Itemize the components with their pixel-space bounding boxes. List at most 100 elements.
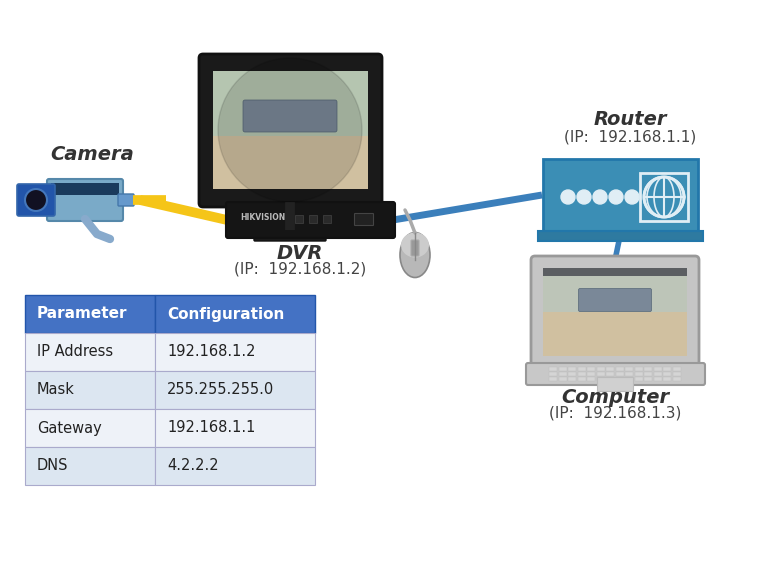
Bar — [634, 372, 642, 376]
Circle shape — [609, 190, 623, 204]
FancyBboxPatch shape — [47, 179, 123, 221]
Text: Gateway: Gateway — [37, 421, 102, 435]
Bar — [25, 409, 155, 447]
Bar — [644, 377, 652, 381]
Circle shape — [644, 177, 684, 217]
FancyBboxPatch shape — [199, 54, 382, 207]
Bar — [597, 377, 633, 391]
Bar — [578, 367, 585, 371]
Bar — [672, 367, 681, 371]
Bar — [597, 367, 604, 371]
Bar — [323, 215, 331, 223]
Circle shape — [561, 190, 575, 204]
Bar — [654, 372, 661, 376]
Text: 192.168.1.1: 192.168.1.1 — [167, 421, 256, 435]
Bar — [155, 409, 315, 447]
Text: Mask: Mask — [37, 382, 75, 397]
Bar — [672, 377, 681, 381]
Bar — [25, 333, 155, 371]
Bar — [549, 367, 557, 371]
Bar — [543, 268, 687, 276]
FancyBboxPatch shape — [226, 202, 395, 238]
FancyBboxPatch shape — [17, 184, 55, 216]
Ellipse shape — [401, 233, 429, 258]
Bar — [25, 371, 155, 409]
Circle shape — [593, 190, 607, 204]
Bar — [558, 367, 567, 371]
Bar — [558, 377, 567, 381]
Text: Router: Router — [593, 110, 667, 129]
FancyBboxPatch shape — [526, 363, 705, 385]
Text: HIKVISION: HIKVISION — [240, 214, 285, 222]
Bar — [625, 367, 633, 371]
Bar — [672, 372, 681, 376]
Bar — [213, 71, 368, 136]
Bar — [568, 372, 576, 376]
Text: Configuration: Configuration — [167, 307, 284, 321]
Bar — [309, 215, 317, 223]
Bar — [587, 377, 595, 381]
Bar — [644, 372, 652, 376]
Bar — [578, 377, 585, 381]
Bar — [587, 367, 595, 371]
FancyBboxPatch shape — [254, 229, 326, 241]
Bar — [615, 372, 624, 376]
Bar — [578, 372, 585, 376]
FancyBboxPatch shape — [243, 100, 337, 132]
Bar — [663, 367, 671, 371]
FancyBboxPatch shape — [411, 240, 419, 256]
Bar — [155, 295, 315, 333]
Bar — [295, 215, 303, 223]
Bar — [654, 367, 661, 371]
FancyBboxPatch shape — [578, 288, 651, 311]
Bar — [543, 312, 687, 356]
Bar — [213, 71, 368, 189]
Bar — [213, 136, 368, 189]
Bar — [644, 367, 652, 371]
Circle shape — [218, 58, 362, 202]
Text: (IP:  192.168.1.2): (IP: 192.168.1.2) — [234, 262, 366, 277]
Text: (IP:  192.168.1.1): (IP: 192.168.1.1) — [564, 130, 696, 145]
Text: Computer: Computer — [561, 388, 669, 407]
Bar — [615, 367, 624, 371]
Bar — [625, 372, 633, 376]
FancyBboxPatch shape — [354, 214, 373, 226]
Circle shape — [577, 190, 591, 204]
Text: 192.168.1.2: 192.168.1.2 — [167, 344, 256, 360]
Circle shape — [625, 190, 639, 204]
Bar — [543, 268, 687, 312]
Text: 255.255.255.0: 255.255.255.0 — [167, 382, 274, 397]
Bar — [597, 377, 604, 381]
Bar — [543, 268, 687, 356]
Bar — [155, 447, 315, 485]
Bar — [597, 372, 604, 376]
Bar — [25, 447, 155, 485]
Bar — [606, 367, 614, 371]
Bar — [558, 372, 567, 376]
Bar — [606, 377, 614, 381]
Text: Parameter: Parameter — [37, 307, 128, 321]
Text: Camera: Camera — [50, 145, 134, 164]
Bar — [25, 295, 155, 333]
Bar — [155, 371, 315, 409]
Text: IP Address: IP Address — [37, 344, 113, 360]
Text: DNS: DNS — [37, 458, 69, 474]
FancyBboxPatch shape — [531, 256, 699, 369]
Circle shape — [25, 189, 47, 211]
Bar — [538, 231, 703, 241]
FancyBboxPatch shape — [118, 194, 134, 206]
Bar — [549, 377, 557, 381]
Bar — [625, 377, 633, 381]
Bar — [549, 372, 557, 376]
Bar — [615, 377, 624, 381]
Text: DVR: DVR — [276, 244, 323, 263]
Ellipse shape — [400, 233, 430, 278]
Bar — [155, 333, 315, 371]
Bar — [640, 173, 688, 221]
Text: 4.2.2.2: 4.2.2.2 — [167, 458, 219, 474]
Bar — [51, 183, 119, 195]
Bar — [663, 372, 671, 376]
Bar — [634, 367, 642, 371]
Bar — [634, 377, 642, 381]
Bar — [568, 377, 576, 381]
